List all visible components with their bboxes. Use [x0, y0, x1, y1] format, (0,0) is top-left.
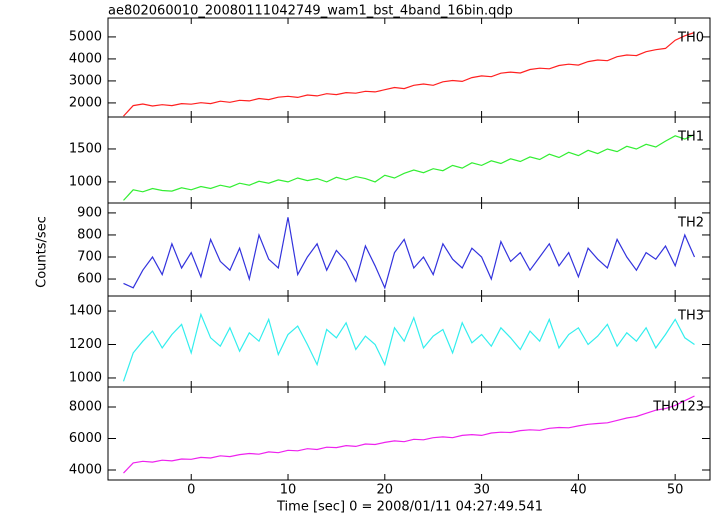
y-axis-label: Counts/sec [35, 216, 50, 288]
y-tick-label: 600 [77, 272, 102, 287]
data-line [123, 133, 695, 201]
y-tick-label: 3000 [69, 73, 102, 88]
panel-frame [107, 386, 711, 481]
chart-title: ae802060010_20080111042749_wam1_bst_4ban… [108, 4, 513, 19]
series-label: TH1 [677, 130, 704, 145]
series-label: TH2 [677, 216, 704, 231]
x-tick-label: 20 [377, 483, 394, 498]
x-tick-label: 30 [473, 483, 490, 498]
y-tick-label: 5000 [69, 29, 102, 44]
y-tick-label: 6000 [69, 431, 102, 446]
y-tick-label: 1000 [69, 370, 102, 385]
series-label: TH3 [677, 309, 704, 324]
x-tick-label: 10 [280, 483, 297, 498]
y-tick-label: 8000 [69, 400, 102, 415]
y-tick-label: 1500 [69, 141, 102, 156]
x-tick-label: 0 [187, 483, 195, 498]
y-tick-label: 800 [77, 227, 102, 242]
data-line [122, 312, 695, 382]
y-tick-label: 1200 [69, 337, 102, 352]
y-tick-label: 700 [77, 249, 102, 264]
data-line [123, 217, 696, 290]
data-line [123, 31, 695, 117]
y-tick-label: 4000 [69, 51, 102, 66]
series-label: TH0 [677, 31, 704, 46]
x-axis-label: Time [sec] 0 = 2008/01/11 04:27:49.541 [276, 500, 543, 515]
y-tick-label: 2000 [69, 95, 102, 110]
y-tick-label: 900 [77, 205, 102, 220]
y-tick-label: 1000 [69, 174, 102, 189]
x-tick-label: 50 [667, 483, 684, 498]
series-label: TH0123 [652, 400, 704, 415]
y-tick-label: 4000 [69, 462, 102, 477]
y-tick-label: 1400 [69, 304, 102, 319]
x-tick-label: 40 [570, 483, 587, 498]
data-line [123, 395, 695, 474]
